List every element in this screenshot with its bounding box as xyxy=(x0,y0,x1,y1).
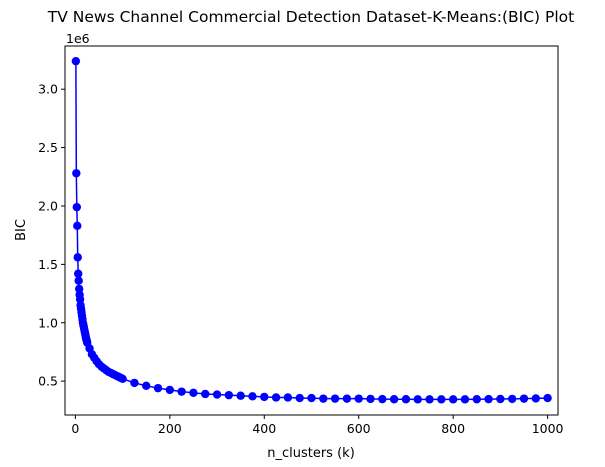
x-tick-label: 600 xyxy=(347,421,371,436)
data-point xyxy=(130,378,139,388)
data-point xyxy=(189,388,198,398)
bic-series-markers xyxy=(71,56,552,404)
data-point xyxy=(283,393,293,402)
x-tick-label: 800 xyxy=(441,421,465,436)
data-point xyxy=(425,395,434,404)
data-point xyxy=(72,202,82,212)
data-point xyxy=(354,394,363,403)
data-point xyxy=(366,394,375,404)
data-point xyxy=(472,395,481,404)
data-point xyxy=(201,389,210,399)
y-axis-label: BIC xyxy=(14,219,29,241)
data-point xyxy=(73,221,82,231)
data-point xyxy=(142,381,151,391)
data-point xyxy=(519,394,529,403)
data-point xyxy=(543,393,552,403)
x-tick-label: 200 xyxy=(158,421,182,436)
data-point xyxy=(378,394,387,404)
data-point xyxy=(342,394,352,403)
data-point xyxy=(236,391,245,400)
data-point xyxy=(248,392,257,401)
plot-area-frame xyxy=(64,45,559,416)
data-point xyxy=(118,374,127,383)
y-tick-label: 2.0 xyxy=(38,198,58,213)
data-point xyxy=(165,385,175,395)
data-point xyxy=(319,394,328,403)
data-point xyxy=(496,394,505,404)
data-point xyxy=(295,393,304,403)
data-point xyxy=(224,390,234,400)
y-axis-ticks: 0.5 1.0 1.5 2.0 2.5 3.0 xyxy=(38,82,65,389)
data-point xyxy=(72,169,81,178)
bic-series-line xyxy=(75,61,548,401)
data-point xyxy=(153,383,163,393)
y-axis-offset-label: 1e6 xyxy=(66,31,90,46)
data-point xyxy=(413,395,422,404)
data-point xyxy=(71,56,81,66)
data-point xyxy=(531,394,541,403)
data-point xyxy=(74,276,83,285)
data-point xyxy=(437,395,446,404)
chart-title: TV News Channel Commercial Detection Dat… xyxy=(47,8,574,26)
data-point xyxy=(307,393,316,403)
x-tick-label: 400 xyxy=(252,421,276,436)
data-point xyxy=(260,392,269,402)
y-tick-label: 1.0 xyxy=(38,315,58,330)
data-point xyxy=(484,394,493,404)
data-point xyxy=(448,395,458,404)
data-point xyxy=(73,253,82,262)
data-point xyxy=(177,387,186,396)
y-tick-label: 3.0 xyxy=(38,82,58,97)
data-point xyxy=(271,393,281,402)
data-point xyxy=(460,395,470,404)
data-point xyxy=(401,395,411,404)
data-point xyxy=(74,269,83,278)
x-axis-ticks: 0 200 400 600 800 1000 xyxy=(71,415,564,436)
y-tick-label: 1.5 xyxy=(38,257,58,272)
data-point xyxy=(507,394,517,404)
x-axis-label: n_clusters (k) xyxy=(267,446,355,461)
x-tick-label: 1000 xyxy=(532,421,564,436)
x-tick-label: 0 xyxy=(71,421,79,436)
data-point xyxy=(212,390,222,399)
y-tick-label: 2.5 xyxy=(38,140,58,155)
data-point xyxy=(330,394,340,403)
data-point xyxy=(389,395,399,404)
y-tick-label: 0.5 xyxy=(38,374,58,389)
